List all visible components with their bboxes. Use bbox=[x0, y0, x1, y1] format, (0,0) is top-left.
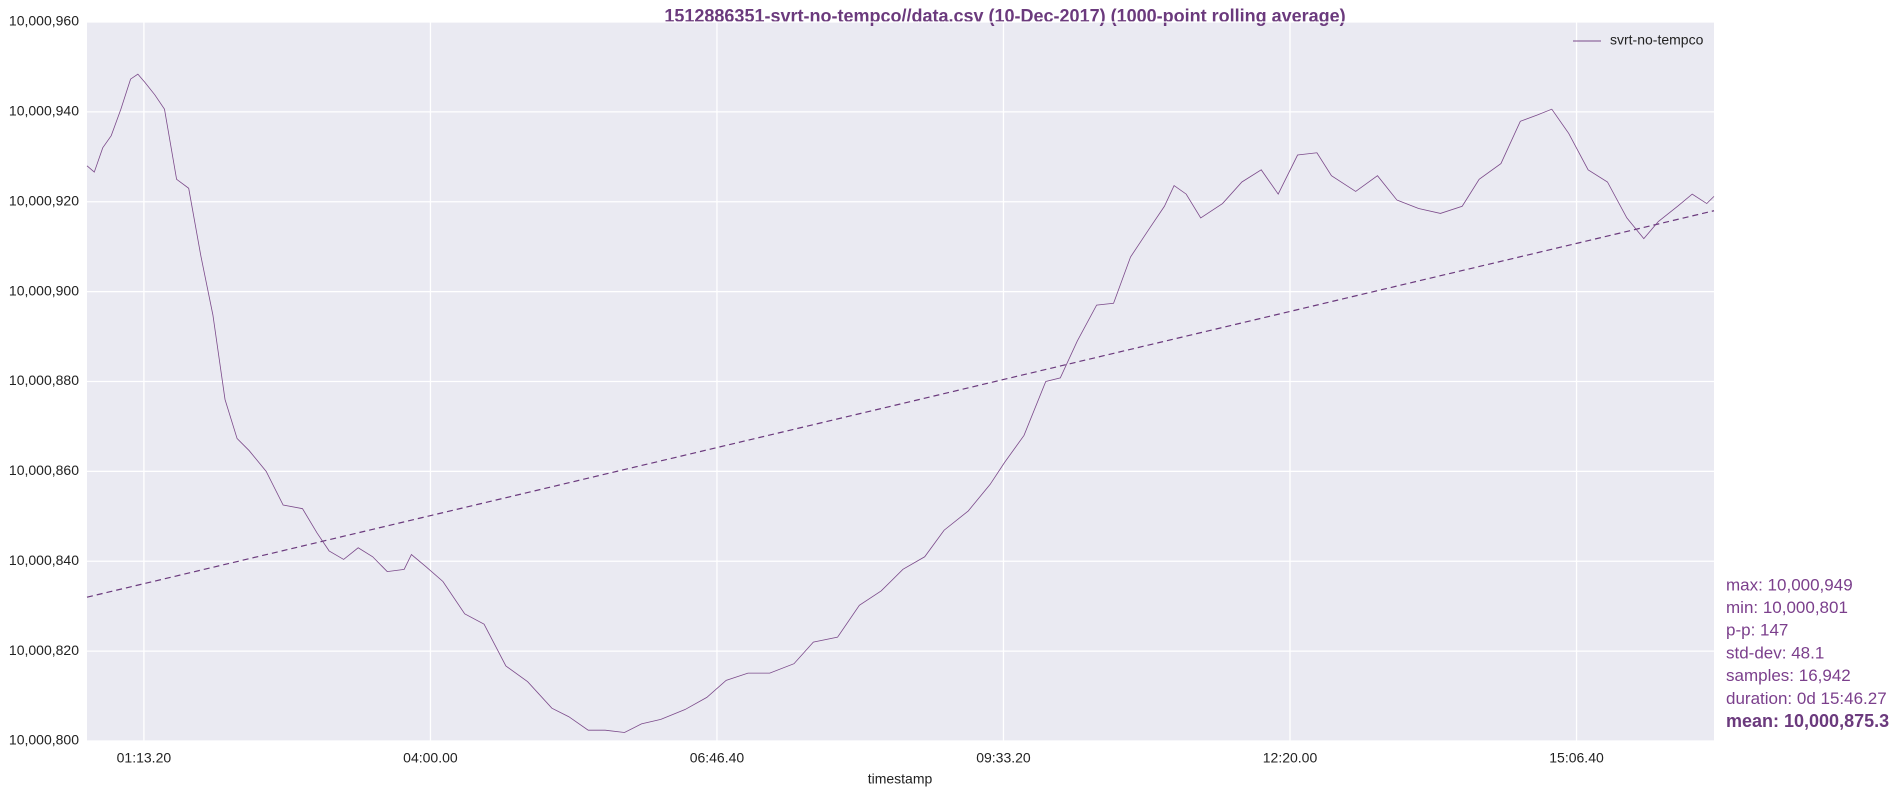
x-axis-label: timestamp bbox=[868, 771, 933, 787]
y-tick-label: 10,000,800 bbox=[9, 732, 79, 748]
x-tick-label: 12:20.00 bbox=[1263, 750, 1318, 766]
x-tick-label: 01:13.20 bbox=[117, 750, 172, 766]
chart-title: 1512886351-svrt-no-tempco//data.csv (10-… bbox=[664, 6, 1345, 26]
stat-annotation: p-p: 147 bbox=[1726, 621, 1788, 640]
x-tick-label: 06:46.40 bbox=[690, 750, 745, 766]
stat-annotation: std-dev: 48.1 bbox=[1726, 643, 1824, 662]
legend-label: svrt-no-tempco bbox=[1610, 32, 1704, 48]
stat-annotation: mean: 10,000,875.3 bbox=[1726, 711, 1889, 731]
stat-annotation: max: 10,000,949 bbox=[1726, 575, 1853, 594]
y-tick-label: 10,000,940 bbox=[9, 103, 79, 119]
stat-annotation: samples: 16,942 bbox=[1726, 666, 1851, 685]
x-tick-label: 04:00.00 bbox=[403, 750, 458, 766]
y-tick-label: 10,000,860 bbox=[9, 462, 79, 478]
trend-line bbox=[86, 210, 1715, 598]
y-tick-label: 10,000,840 bbox=[9, 552, 79, 568]
x-tick-label: 15:06.40 bbox=[1549, 750, 1604, 766]
y-tick-label: 10,000,820 bbox=[9, 642, 79, 658]
stat-annotation: duration: 0d 15:46.27 bbox=[1726, 689, 1887, 708]
x-tick-label: 09:33.20 bbox=[976, 750, 1031, 766]
y-tick-label: 10,000,920 bbox=[9, 192, 79, 208]
y-tick-label: 10,000,900 bbox=[9, 282, 79, 298]
stat-annotation: min: 10,000,801 bbox=[1726, 598, 1848, 617]
y-tick-label: 10,000,880 bbox=[9, 372, 79, 388]
data-line bbox=[86, 73, 1715, 733]
y-tick-label: 10,000,960 bbox=[9, 13, 79, 29]
